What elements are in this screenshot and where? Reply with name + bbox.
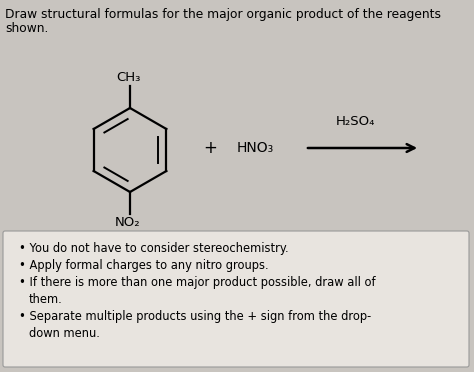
Text: down menu.: down menu. bbox=[29, 327, 100, 340]
Text: • Separate multiple products using the + sign from the drop-: • Separate multiple products using the +… bbox=[19, 310, 371, 323]
Text: Draw structural formulas for the major organic product of the reagents: Draw structural formulas for the major o… bbox=[5, 8, 441, 21]
Text: • If there is more than one major product possible, draw all of: • If there is more than one major produc… bbox=[19, 276, 375, 289]
Text: • You do not have to consider stereochemistry.: • You do not have to consider stereochem… bbox=[19, 242, 289, 255]
FancyBboxPatch shape bbox=[3, 231, 469, 367]
Text: H₂SO₄: H₂SO₄ bbox=[335, 115, 374, 128]
Text: HNO₃: HNO₃ bbox=[237, 141, 273, 155]
Text: them.: them. bbox=[29, 293, 63, 306]
Text: NO₂: NO₂ bbox=[115, 216, 141, 229]
Text: +: + bbox=[203, 139, 217, 157]
Text: shown.: shown. bbox=[5, 22, 48, 35]
Text: CH₃: CH₃ bbox=[116, 71, 140, 84]
Text: • Apply formal charges to any nitro groups.: • Apply formal charges to any nitro grou… bbox=[19, 259, 269, 272]
